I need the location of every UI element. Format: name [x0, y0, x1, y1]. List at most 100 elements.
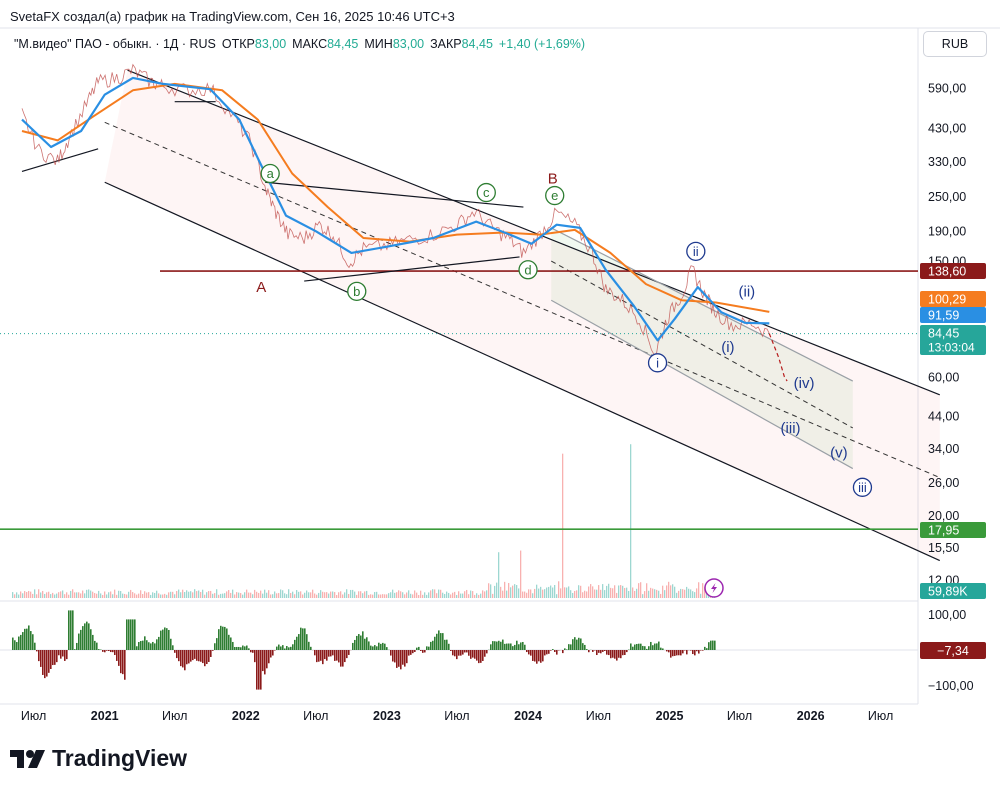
oscillator-bar [228, 634, 230, 650]
oscillator-bar [120, 650, 122, 674]
chart-attribution: SvetaFX создал(а) график на TradingView.… [10, 9, 455, 24]
oscillator-bar [244, 646, 246, 650]
volume-bar [474, 594, 476, 598]
oscillator-bar [682, 650, 684, 654]
oscillator-bar [452, 650, 454, 656]
volume-bar [592, 586, 594, 598]
volume-bar [84, 593, 86, 598]
oscillator-bar [240, 647, 242, 650]
oscillator-bar [230, 637, 232, 650]
oscillator-bar [414, 650, 416, 652]
oscillator-bar [148, 642, 150, 650]
oscillator-bar [620, 650, 622, 659]
oscillator-bar [448, 643, 450, 650]
oscillator-bar [114, 650, 116, 656]
oscillator-bar [256, 650, 258, 690]
volume-bar [652, 588, 654, 598]
oscillator-bar [14, 640, 16, 650]
oscillator-bar [206, 650, 208, 665]
volume-bar [494, 585, 496, 598]
oscillator-last-tag: −7,34 [937, 644, 969, 658]
x-tick-label: 2024 [514, 709, 542, 723]
volume-bar [94, 593, 96, 598]
volume-bar [624, 587, 626, 598]
last-tag-sublabel: 13:03:04 [928, 341, 975, 355]
volume-bar [182, 589, 184, 598]
price-chart[interactable]: a b c d e A Bii (ii) i (i) (iv) (iii) (v) iii 100,00 −… [0, 0, 1000, 740]
volume-bar [176, 591, 178, 598]
oscillator-bar [400, 650, 402, 670]
volume-bar [386, 594, 388, 598]
tradingview-logo[interactable]: TradingView [10, 745, 187, 772]
volume-bar [314, 593, 316, 598]
oscillator-bar [300, 627, 302, 650]
oscillator-bar [712, 640, 714, 650]
oscillator-bar [576, 639, 578, 650]
lightning-icon[interactable] [704, 578, 724, 598]
oscillator-bar [436, 633, 438, 650]
x-tick-label: Июл [303, 709, 328, 723]
wave-label: (v) [830, 444, 848, 461]
oscillator-bar [260, 650, 262, 690]
oscillator-bar [612, 650, 614, 658]
volume-bar [130, 589, 132, 598]
oscillator-bar [368, 641, 370, 650]
volume-bar [66, 592, 68, 598]
y-tick-label: 330,00 [928, 155, 966, 169]
wave-label: A [256, 279, 266, 296]
symbol-name[interactable]: "М.видео" ПАО - обыкн. · 1Д · RUS [14, 37, 216, 51]
x-tick-label: Июл [21, 709, 46, 723]
oscillator-bar [136, 646, 138, 650]
resistance-tag-bg [920, 263, 986, 280]
oscillator-bar [254, 650, 256, 663]
volume-bar [696, 588, 698, 598]
volume-bar [70, 590, 72, 598]
oscillator-bar [584, 644, 586, 650]
volume-bar [234, 594, 236, 598]
volume-bar [506, 590, 508, 598]
volume-bar [56, 593, 58, 598]
y-tick-label: 250,00 [928, 190, 966, 204]
volume-bar [622, 585, 624, 598]
oscillator-bar [386, 647, 388, 650]
oscillator-bar [686, 650, 688, 655]
volume-bar [218, 594, 220, 598]
oscillator-bar [208, 650, 210, 662]
volume-bar [312, 589, 314, 598]
y-tick-label: 20,00 [928, 509, 959, 523]
volume-bar [438, 589, 440, 598]
volume-bar [694, 592, 696, 598]
oscillator-bar [180, 650, 182, 667]
volume-bar [320, 590, 322, 598]
oscillator-bar [150, 643, 152, 650]
volume-bar [32, 593, 34, 598]
volume-bar [40, 592, 42, 598]
oscillator-bar [404, 650, 406, 667]
oscillator-bar [484, 650, 486, 657]
wave-label: iii [858, 480, 867, 495]
volume-bar [462, 593, 464, 598]
currency-selector[interactable]: RUB [923, 31, 987, 57]
volume-bar [636, 588, 638, 598]
oscillator-bar [42, 650, 44, 675]
volume-bar [272, 594, 274, 598]
volume-bar [34, 589, 36, 598]
wave-label: a [267, 166, 275, 181]
volume-bar [280, 589, 282, 598]
oscillator-bar [614, 650, 616, 659]
oscillator-bar [486, 650, 488, 654]
oscillator-bar [422, 650, 424, 653]
volume-bar [616, 592, 618, 598]
oscillator-bar [640, 643, 642, 650]
volume-bar [180, 592, 182, 598]
oscillator-bar [460, 650, 462, 656]
volume-bar [284, 593, 286, 598]
oscillator-bar [352, 642, 354, 650]
oscillator-bar [302, 628, 304, 650]
oscillator-bar [654, 643, 656, 650]
oscillator-bar [354, 639, 356, 650]
oscillator-bar [616, 650, 618, 661]
time-axis[interactable]: Июл 2021 Июл 2022 Июл 2023 Июл 2024 Июл 2025 Июл 20… [21, 709, 893, 723]
volume-bar [172, 591, 174, 598]
volume-bar [684, 589, 686, 598]
